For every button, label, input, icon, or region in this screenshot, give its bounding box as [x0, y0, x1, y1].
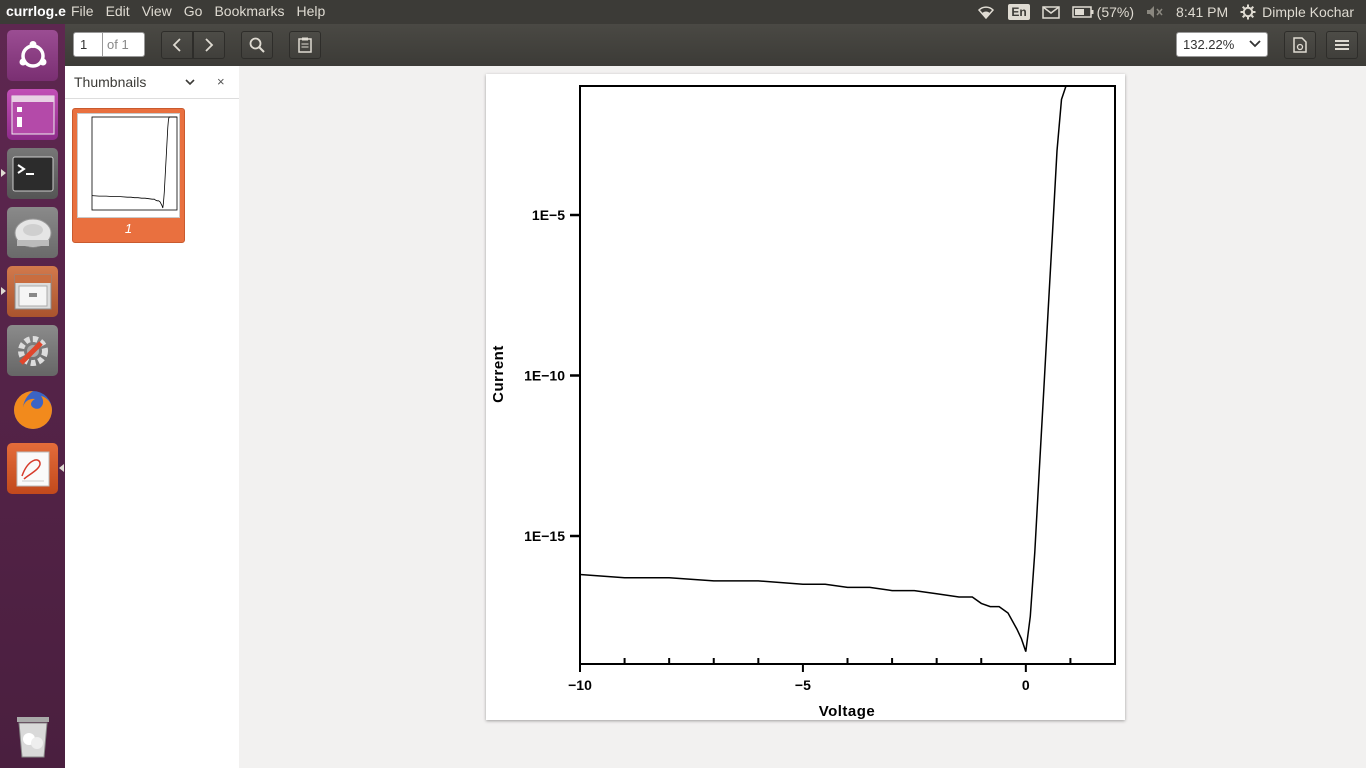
- document-properties-button[interactable]: [1284, 31, 1316, 59]
- document-icon: [1293, 37, 1307, 53]
- hamburger-menu-icon: [1335, 40, 1349, 50]
- wifi-icon[interactable]: [976, 5, 996, 19]
- volume-muted-icon[interactable]: [1146, 5, 1164, 19]
- ubuntu-dash-icon[interactable]: [7, 30, 58, 81]
- indicator-area: En (57%) 8:41 PM Dimple Kochar: [976, 0, 1366, 24]
- document-view[interactable]: −10 −5 0 1E−5 1E−10 1E−15 Voltage Current: [239, 66, 1366, 768]
- menu-help[interactable]: Help: [296, 3, 326, 19]
- firefox-icon[interactable]: [7, 384, 58, 435]
- y-axis-title: Current: [490, 345, 507, 403]
- gear-icon: [1240, 4, 1256, 20]
- clock[interactable]: 8:41 PM: [1176, 4, 1229, 20]
- menu-edit[interactable]: Edit: [105, 3, 130, 19]
- battery-percent: (57%): [1096, 4, 1135, 20]
- y-tick-label: 1E−15: [524, 528, 565, 544]
- series-line: [579, 85, 1115, 652]
- page-number-input[interactable]: 1: [73, 32, 103, 57]
- toolbar: 1 of 1 132.22%: [65, 24, 1366, 66]
- thumbnail-plot: [91, 116, 178, 211]
- menu-file[interactable]: File: [71, 3, 94, 19]
- system-settings-icon[interactable]: [7, 325, 58, 376]
- session-menu[interactable]: Dimple Kochar: [1240, 4, 1354, 20]
- thumbnail-label: 1: [124, 221, 133, 236]
- document-page: −10 −5 0 1E−5 1E−10 1E−15 Voltage Current: [486, 74, 1125, 720]
- top-panel: currlog.e File Edit View Go Bookmarks He…: [0, 0, 1366, 24]
- thumbnail-frame: [91, 116, 178, 211]
- zoom-select[interactable]: 132.22%: [1176, 32, 1268, 57]
- previous-page-button[interactable]: [161, 31, 193, 59]
- app-title: currlog.e: [6, 3, 66, 19]
- x-tick-label: −10: [568, 677, 592, 693]
- menu-bookmarks[interactable]: Bookmarks: [214, 3, 285, 19]
- x-axis-title: Voltage: [819, 703, 876, 720]
- battery-indicator[interactable]: (57%): [1071, 4, 1135, 20]
- disk-icon[interactable]: [7, 207, 58, 258]
- search-icon: [249, 37, 265, 53]
- workspace-icon[interactable]: [7, 89, 58, 140]
- battery-icon: [1071, 6, 1094, 18]
- user-name: Dimple Kochar: [1262, 4, 1354, 20]
- y-tick-label: 1E−10: [524, 368, 565, 384]
- launcher: [0, 24, 65, 768]
- thumbnail-page: [77, 113, 180, 218]
- iv-plot: −10 −5 0 1E−5 1E−10 1E−15 Voltage Current: [490, 85, 1116, 720]
- page-count-label: of 1: [103, 32, 145, 57]
- chevron-right-icon: [205, 38, 214, 52]
- mail-icon[interactable]: [1041, 5, 1060, 19]
- chevron-left-icon: [172, 38, 181, 52]
- terminal-icon[interactable]: [7, 148, 58, 199]
- document-viewer-icon[interactable]: [7, 443, 58, 494]
- chevron-down-icon: [185, 79, 195, 86]
- x-tick-label: −5: [795, 677, 811, 693]
- close-sidebar-button[interactable]: ×: [217, 74, 225, 89]
- sidebar-header: Thumbnails ×: [65, 66, 239, 99]
- find-button[interactable]: [241, 31, 273, 59]
- next-page-button[interactable]: [193, 31, 225, 59]
- sidebar: Thumbnails × 1: [65, 66, 239, 768]
- menubar: File Edit View Go Bookmarks Help: [71, 3, 337, 19]
- x-tick-label: 0: [1022, 677, 1030, 693]
- menu-go[interactable]: Go: [183, 3, 203, 19]
- clipboard-icon: [298, 37, 312, 53]
- keyboard-layout-indicator[interactable]: En: [1008, 4, 1030, 20]
- annotations-button[interactable]: [289, 31, 321, 59]
- chevron-down-icon: [1249, 37, 1261, 51]
- trash-icon[interactable]: [7, 710, 58, 761]
- zoom-value: 132.22%: [1183, 37, 1235, 52]
- y-tick-label: 1E−5: [532, 207, 565, 223]
- file-manager-icon[interactable]: [7, 266, 58, 317]
- thumbnail-series-line: [91, 116, 177, 209]
- main-menu-button[interactable]: [1326, 31, 1358, 59]
- thumbnail-item[interactable]: 1: [72, 108, 185, 243]
- sidebar-title[interactable]: Thumbnails: [74, 74, 147, 90]
- menu-view[interactable]: View: [141, 3, 172, 19]
